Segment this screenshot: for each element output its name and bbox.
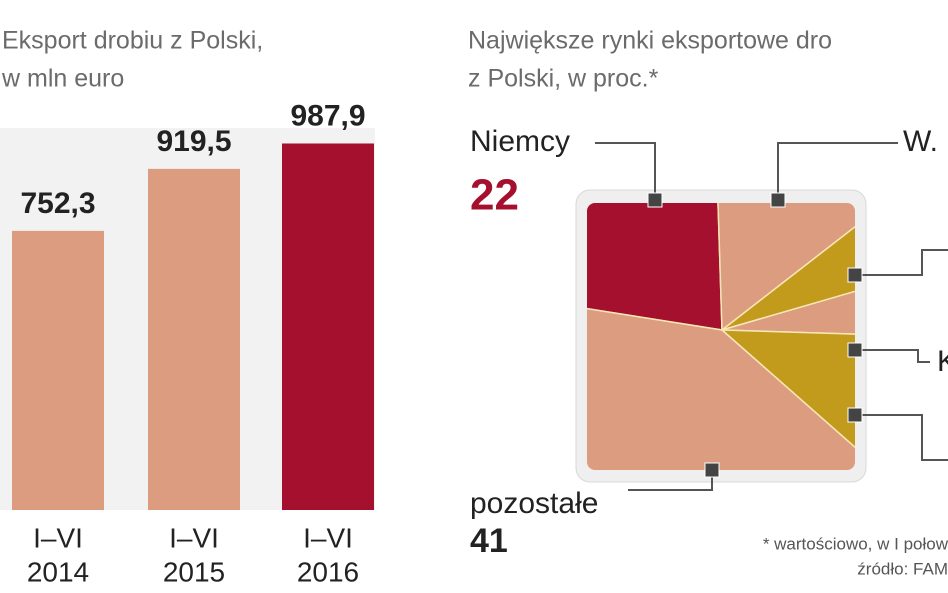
slice-label: Niemcy (470, 125, 570, 158)
connector-marker (770, 192, 786, 208)
slice-value: 41 (470, 522, 508, 560)
slice-label: W. (903, 125, 938, 158)
connector-marker (647, 192, 663, 208)
x-tick-label: I–VI (169, 522, 219, 553)
slice (721, 203, 855, 331)
value-label: 919,5 (156, 125, 231, 158)
x-tick-label: I–VI (33, 522, 83, 553)
source: źródło: FAM (857, 559, 948, 578)
chart-title: z Polski, w proc.* (468, 65, 659, 93)
chart-title: Największe rynki eksportowe dro (468, 27, 832, 55)
connector-marker (847, 342, 863, 358)
slice (713, 203, 855, 332)
bar (12, 230, 104, 510)
bar (282, 143, 374, 510)
value-label: 987,9 (290, 99, 365, 132)
chart-title: w mln euro (1, 65, 124, 93)
x-tick-label: I–VI (303, 522, 353, 553)
slice (587, 288, 855, 470)
slice-label: pozostałe (470, 487, 598, 520)
connector-marker (704, 462, 720, 478)
x-tick-label: 2016 (297, 556, 359, 587)
footnote: * wartościowo, w I połow (763, 534, 948, 553)
slice-label: K (937, 345, 948, 378)
value-label: 752,3 (20, 187, 95, 220)
x-tick-label: 2014 (27, 556, 89, 587)
slice-value: 22 (470, 171, 519, 220)
connector-marker (847, 407, 863, 423)
chart-title: Eksport drobiu z Polski, (2, 27, 263, 55)
connector-marker (847, 267, 863, 283)
slice (721, 256, 855, 339)
slice (587, 203, 723, 331)
x-tick-label: 2015 (163, 556, 225, 587)
bar (148, 168, 240, 511)
